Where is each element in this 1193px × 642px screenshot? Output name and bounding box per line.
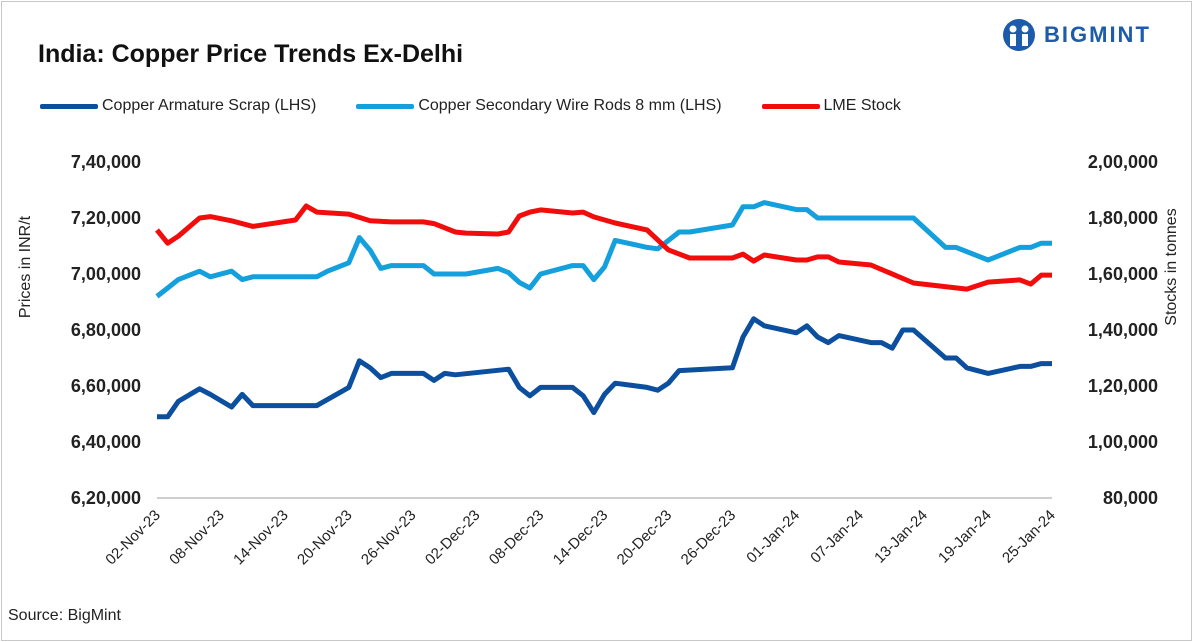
y-tick-label: 6,60,000 [71, 376, 141, 396]
x-tick-label: 14-Dec-23 [550, 507, 612, 569]
x-tick-label: 01-Jan-24 [743, 507, 803, 567]
y-tick-label: 6,20,000 [71, 488, 141, 508]
y2-tick-label: 1,80,000 [1088, 208, 1158, 228]
y2-tick-label: 80,000 [1103, 488, 1158, 508]
y-tick-label: 6,80,000 [71, 320, 141, 340]
x-tick-label: 26-Nov-23 [358, 507, 420, 569]
legend-label: Copper Armature Scrap (LHS) [102, 97, 317, 114]
series-line-copper-secondary-wire-rods-8-mm-lhs- [155, 200, 1052, 299]
y2-tick-label: 1,40,000 [1088, 320, 1158, 340]
series-line-copper-armature-scrap-lhs- [157, 316, 1052, 420]
y-tick-label: 7,00,000 [71, 264, 141, 284]
legend-swatch [40, 103, 98, 109]
y2-tick-label: 2,00,000 [1088, 152, 1158, 172]
y2-tick-label: 1,00,000 [1088, 432, 1158, 452]
legend-item-wire-rods: Copper Secondary Wire Rods 8 mm (LHS) [356, 97, 722, 115]
y-axis-title: Prices in INR/t [17, 215, 34, 318]
y-tick-label: 7,40,000 [71, 152, 141, 172]
y2-axis-title: Stocks in tonnes [1163, 208, 1180, 325]
bigmint-logo-icon [1003, 19, 1035, 51]
x-tick-label: 08-Dec-23 [486, 507, 548, 569]
legend-item-armature-scrap: Copper Armature Scrap (LHS) [40, 97, 316, 115]
x-tick-label: 08-Nov-23 [166, 507, 228, 569]
x-tick-label: 20-Nov-23 [294, 507, 356, 569]
legend-item-lme-stock: LME Stock [761, 97, 901, 115]
legend-label: LME Stock [823, 97, 901, 114]
bigmint-logo-text: BIGMINT [1044, 22, 1151, 47]
y2-tick-label: 1,20,000 [1088, 376, 1158, 396]
x-tick-label: 02-Nov-23 [102, 507, 164, 569]
legend-label: Copper Secondary Wire Rods 8 mm (LHS) [418, 97, 722, 114]
legend-swatch [761, 103, 820, 109]
chart-title: India: Copper Price Trends Ex-Delhi [38, 40, 464, 68]
legend: Copper Armature Scrap (LHS) Copper Secon… [40, 97, 941, 115]
bigmint-logo: BIGMINT [1002, 18, 1151, 52]
series-line-lme-stock [155, 203, 1052, 292]
x-tick-label: 13-Jan-24 [871, 507, 931, 567]
legend-swatch [356, 103, 415, 109]
x-tick-label: 20-Dec-23 [614, 507, 676, 569]
x-tick-label: 25-Jan-24 [999, 507, 1059, 567]
x-tick-label: 14-Nov-23 [230, 507, 292, 569]
x-tick-label: 19-Jan-24 [935, 507, 995, 567]
x-tick-label: 02-Dec-23 [422, 507, 484, 569]
x-tick-label: 07-Jan-24 [807, 507, 867, 567]
y-tick-label: 7,20,000 [71, 208, 141, 228]
y-tick-label: 6,40,000 [71, 432, 141, 452]
x-tick-label: 26-Dec-23 [678, 507, 740, 569]
source-note: Source: BigMint [8, 607, 121, 624]
y2-tick-label: 1,60,000 [1088, 264, 1158, 284]
